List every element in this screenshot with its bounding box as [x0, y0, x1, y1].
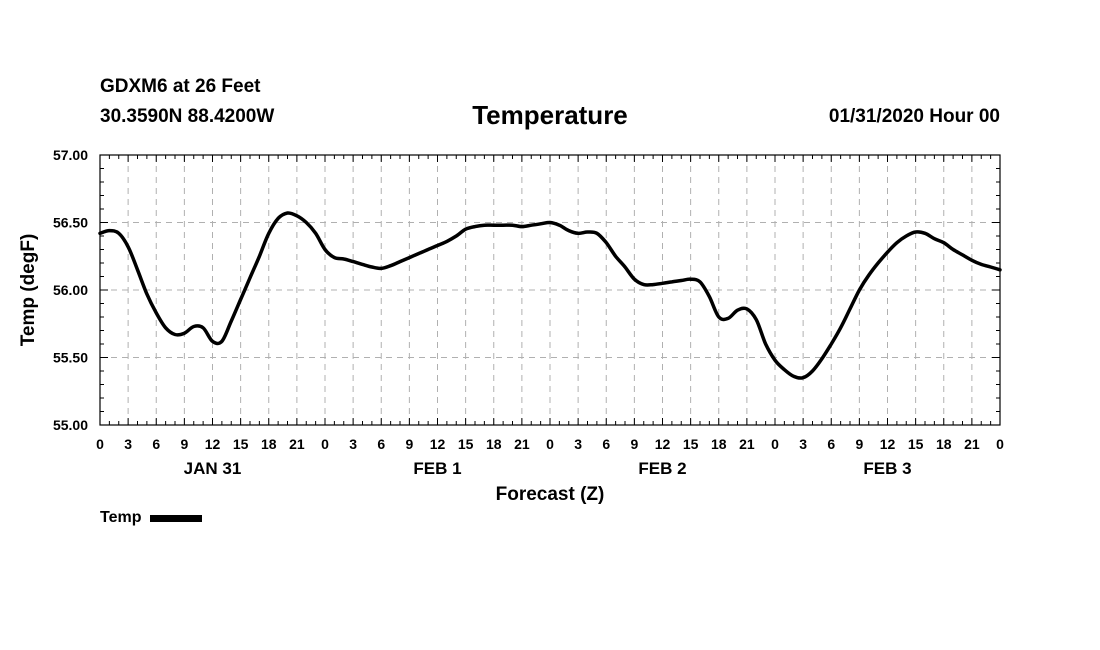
x-tick-label: 12 [655, 436, 671, 452]
chart-title: Temperature [472, 100, 628, 130]
x-tick-label: 18 [486, 436, 502, 452]
x-tick-label: 6 [152, 436, 160, 452]
x-tick-label: 3 [799, 436, 807, 452]
series-layer [98, 211, 1002, 380]
x-tick-label: 15 [908, 436, 924, 452]
x-tick-label: 12 [430, 436, 446, 452]
station-label: GDXM6 at 26 Feet [100, 76, 261, 97]
legend: Temp [100, 509, 203, 527]
y-tick-label: 55.50 [53, 350, 88, 366]
x-tick-label: 9 [630, 436, 638, 452]
day-label: JAN 31 [184, 459, 242, 478]
x-axis-label: Forecast (Z) [496, 484, 605, 505]
y-tick-label: 55.00 [53, 417, 88, 433]
x-tick-label: 6 [602, 436, 610, 452]
y-tick-label: 56.00 [53, 282, 88, 298]
label-layer: 0 3 6 9 12 15 18 21 0 3 6 9 12 15 18 21 0 3 6 9 12 15 18 21 0 3 6 9… [53, 147, 1004, 478]
x-tick-label: 12 [880, 436, 896, 452]
x-tick-label: 0 [546, 436, 554, 452]
x-tick-label: 21 [514, 436, 530, 452]
x-tick-label: 6 [377, 436, 385, 452]
day-label: FEB 2 [638, 459, 686, 478]
x-tick-label: 6 [827, 436, 835, 452]
x-tick-label: 15 [458, 436, 474, 452]
x-tick-label: 0 [321, 436, 329, 452]
x-tick-label: 3 [574, 436, 582, 452]
x-tick-label: 3 [349, 436, 357, 452]
x-tick-label: 21 [964, 436, 980, 452]
x-tick-label: 15 [233, 436, 249, 452]
x-tick-label: 15 [683, 436, 699, 452]
day-label: FEB 3 [863, 459, 911, 478]
x-tick-label: 9 [405, 436, 413, 452]
x-tick-label: 0 [996, 436, 1004, 452]
x-tick-label: 12 [205, 436, 221, 452]
tick-layer [99, 154, 1001, 426]
day-label: FEB 1 [413, 459, 461, 478]
x-tick-label: 3 [124, 436, 132, 452]
x-tick-label: 0 [96, 436, 104, 452]
x-tick-label: 21 [289, 436, 305, 452]
x-tick-label: 21 [739, 436, 755, 452]
x-tick-label: 18 [936, 436, 952, 452]
y-tick-label: 56.50 [53, 215, 88, 231]
issued-time-label: 01/31/2020 Hour 00 [828, 106, 1000, 127]
x-tick-label: 18 [261, 436, 277, 452]
grid-layer [100, 155, 1000, 425]
legend-swatch [150, 514, 203, 522]
coordinates-label: 30.3590N 88.4200W [100, 106, 275, 127]
series-line-temp [98, 211, 1002, 380]
y-tick-label: 57.00 [53, 147, 88, 163]
x-tick-label: 18 [711, 436, 727, 452]
legend-label: Temp [100, 509, 142, 526]
x-tick-label: 9 [180, 436, 188, 452]
x-tick-label: 0 [771, 436, 779, 452]
x-tick-label: 9 [855, 436, 863, 452]
y-axis-label: Temp (degF) [18, 234, 39, 347]
